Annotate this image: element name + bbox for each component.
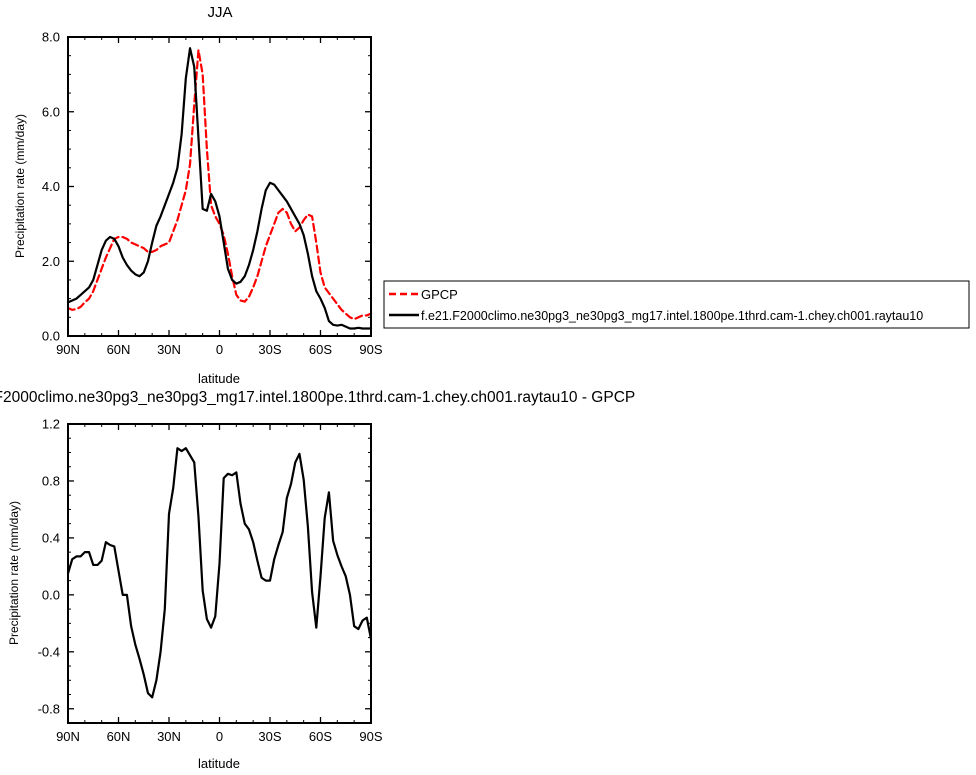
chart-bottom-ytick-label: 0.4 <box>42 530 60 545</box>
chart-bottom-title: f.e21.F2000climo.ne30pg3_ne30pg3_mg17.in… <box>0 389 635 406</box>
chart-top-series <box>66 47 373 330</box>
chart-top-xtick-label: 0 <box>216 342 223 357</box>
chart-bottom-xtick-label: 90S <box>359 729 382 744</box>
chart-bottom-ytick-label: 0.0 <box>42 587 60 602</box>
chart-bottom: f.e21.F2000climo.ne30pg3_ne30pg3_mg17.in… <box>0 389 635 771</box>
chart-bottom-xtick-label: 60N <box>107 729 131 744</box>
chart-top-ytick-label: 2.0 <box>42 254 60 269</box>
chart-bottom-xtick-label: 0 <box>216 729 223 744</box>
chart-bottom-ytick-label: -0.4 <box>38 644 60 659</box>
chart-top-xtick-label: 90S <box>359 342 382 357</box>
legend-label-gpcp: GPCP <box>421 287 458 302</box>
chart-bottom-ytick-label: -0.8 <box>38 701 60 716</box>
chart-bottom-ytick-label: 1.2 <box>42 417 60 432</box>
chart-top: JJA 90N 60N 30N 0 30S 60S 90S 0.0 2.0 4.0 6.0 8.0 l… <box>13 4 970 386</box>
chart-top-xtick-label: 30S <box>258 342 281 357</box>
chart-top-series-gpcp-line <box>66 48 373 321</box>
chart-top-xtick-label: 60N <box>107 342 131 357</box>
chart-top-ytick-label: 8.0 <box>42 30 60 45</box>
chart-top-xlabel: latitude <box>198 371 240 386</box>
chart-bottom-xtick-label: 30S <box>258 729 281 744</box>
chart-top-ylabel: Precipitation rate (mm/day) <box>13 114 27 258</box>
chart-bottom-series-model-line <box>66 447 373 699</box>
chart-top-frame <box>67 36 372 337</box>
chart-bottom-series <box>66 447 373 699</box>
chart-bottom-ytick-label: 0.8 <box>42 473 60 488</box>
chart-top-xtick-label: 30N <box>157 342 181 357</box>
chart-top-legend: GPCP f.e21.F2000climo.ne30pg3_ne30pg3_mg… <box>383 280 970 329</box>
chart-bottom-xlabel: latitude <box>198 756 240 771</box>
chart-top-ytick-label: 6.0 <box>42 104 60 119</box>
chart-bottom-xtick-label: 30N <box>157 729 181 744</box>
legend-label-model: f.e21.F2000climo.ne30pg3_ne30pg3_mg17.in… <box>421 309 923 323</box>
chart-bottom-ylabel: Precipitation rate (mm/day) <box>7 501 21 645</box>
chart-top-series-model-line <box>66 47 373 330</box>
chart-bottom-xtick-label: 90N <box>56 729 80 744</box>
chart-top-xtick-label: 90N <box>56 342 80 357</box>
chart-bottom-xtick-label: 60S <box>309 729 332 744</box>
chart-top-ytick-label: 4.0 <box>42 179 60 194</box>
chart-top-xtick-label: 60S <box>309 342 332 357</box>
chart-top-ytick-label: 0.0 <box>42 329 60 344</box>
chart-top-title: JJA <box>207 4 232 21</box>
legend-box <box>383 280 970 329</box>
